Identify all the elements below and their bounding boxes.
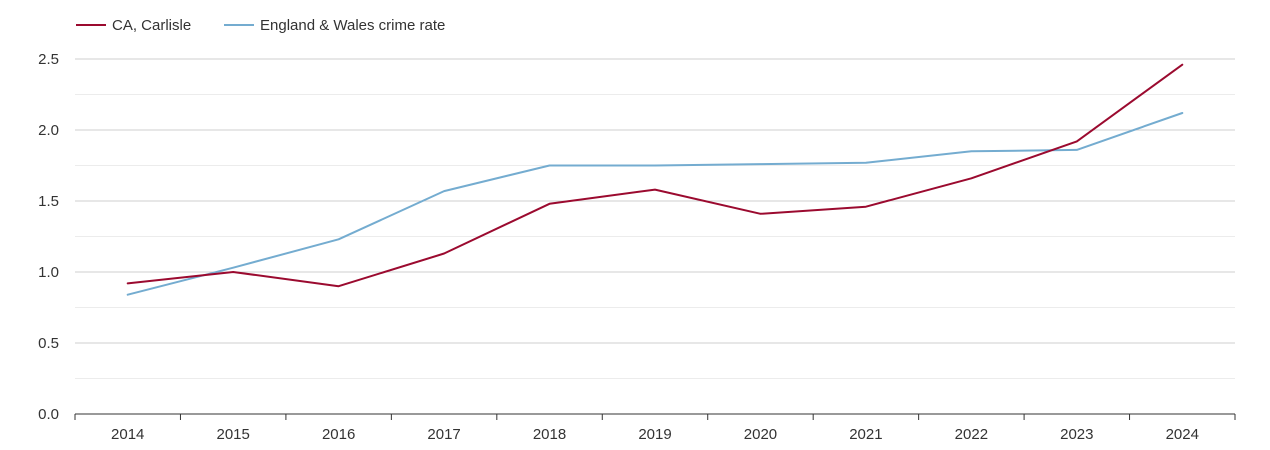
grid xyxy=(75,58,1235,379)
x-tick-label: 2018 xyxy=(533,426,566,443)
y-tick-label: 0.0 xyxy=(38,406,59,423)
x-tick-label: 2024 xyxy=(1166,426,1199,443)
y-tick-label: 0.5 xyxy=(38,335,59,352)
legend-item-carlisle[interactable]: CA, Carlisle xyxy=(76,17,191,34)
legend: CA, Carlisle England & Wales crime rate xyxy=(76,17,445,34)
x-axis-ticks: 2014 2015 2016 2017 2018 2019 2020 2021 2022 2023… xyxy=(74,414,1236,443)
y-tick-label: 2.5 xyxy=(38,51,59,68)
x-tick-label: 2014 xyxy=(111,426,144,443)
x-tick-label: 2021 xyxy=(849,426,882,443)
x-tick-label: 2015 xyxy=(216,426,249,443)
y-tick-label: 1.5 xyxy=(38,193,59,210)
x-tick-label: 2023 xyxy=(1060,426,1093,443)
series-line-carlisle[interactable] xyxy=(126,63,1184,288)
x-tick-label: 2017 xyxy=(427,426,460,443)
legend-label-england-wales: England & Wales crime rate xyxy=(260,17,445,34)
y-axis-ticks: 0.0 0.5 1.0 1.5 2.0 2.5 xyxy=(38,51,59,423)
x-tick-label: 2016 xyxy=(322,426,355,443)
x-tick-label: 2022 xyxy=(955,426,988,443)
legend-item-england-wales[interactable]: England & Wales crime rate xyxy=(224,17,445,34)
series-line-england-wales[interactable] xyxy=(126,112,1184,296)
series xyxy=(126,63,1184,296)
x-tick-label: 2020 xyxy=(744,426,777,443)
x-tick-label: 2019 xyxy=(638,426,671,443)
y-tick-label: 1.0 xyxy=(38,264,59,281)
y-tick-label: 2.0 xyxy=(38,122,59,139)
legend-label-carlisle: CA, Carlisle xyxy=(112,17,191,34)
